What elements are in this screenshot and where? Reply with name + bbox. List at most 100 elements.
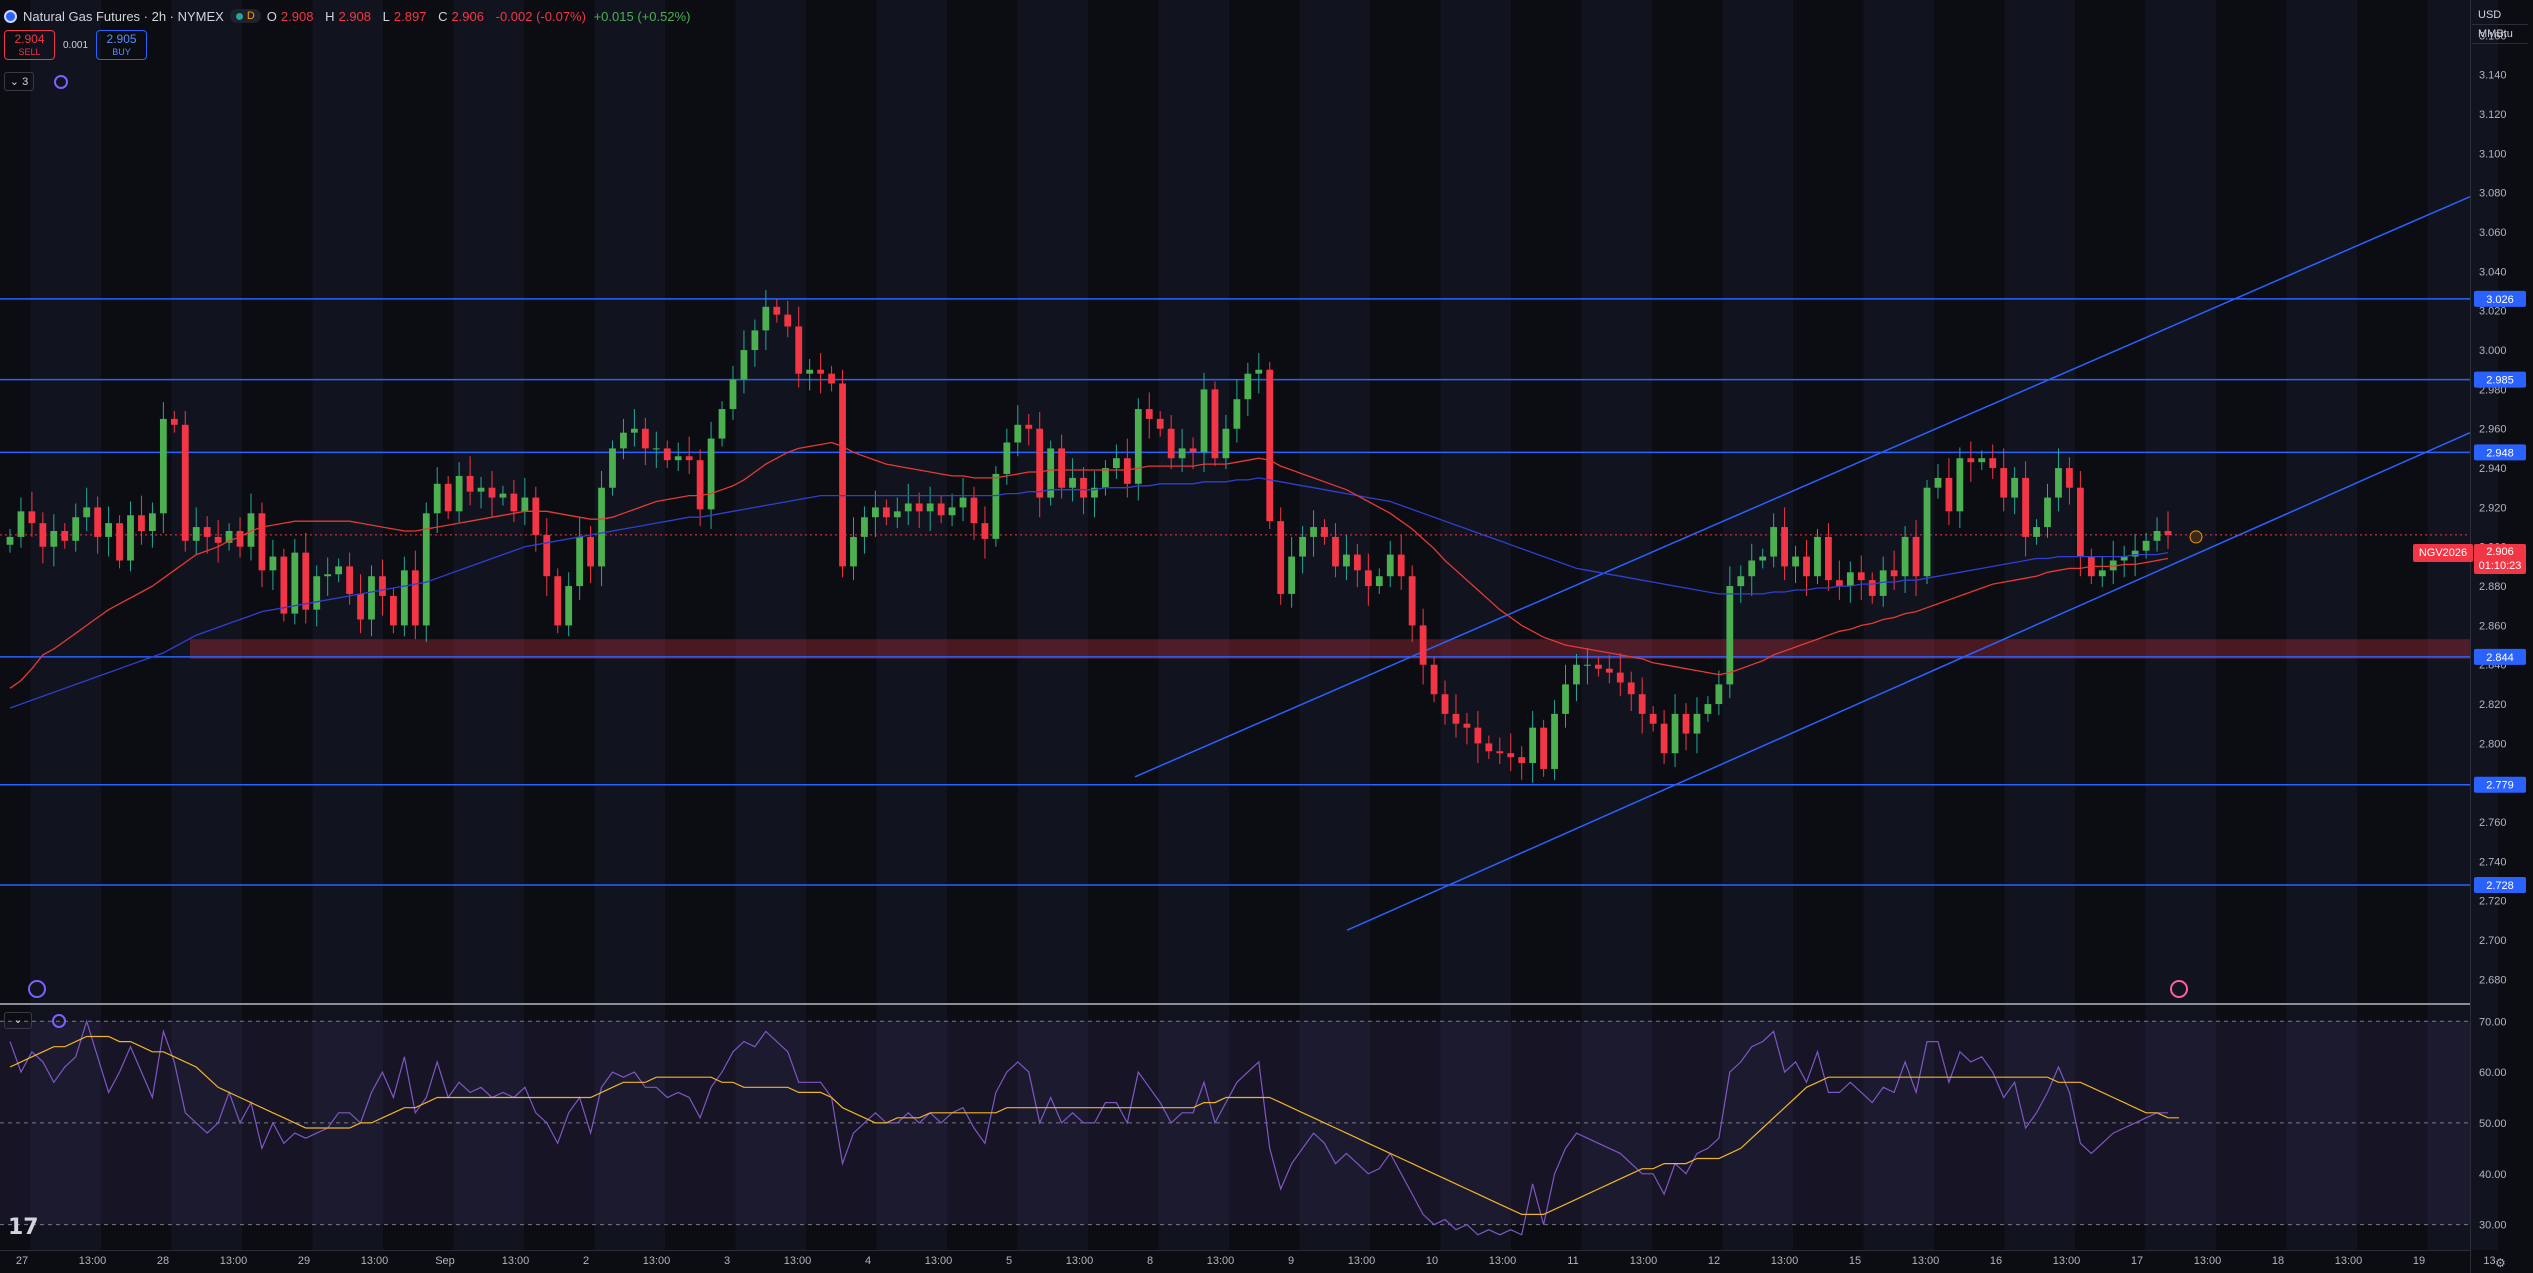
candle-body: [981, 523, 989, 539]
candle-body: [1332, 536, 1339, 567]
candle-body: [1025, 424, 1033, 429]
candle-body: [663, 448, 671, 461]
candle-body: [718, 409, 726, 439]
candle-body: [565, 586, 573, 626]
candle-body: [2153, 531, 2161, 541]
candle-body: [1792, 556, 1799, 567]
time-tick-label: 13:00: [1912, 1255, 1940, 1267]
legend-header: Natural Gas Futures · 2h · NYMEX D O 2.90…: [4, 6, 694, 26]
price-tick-label: 3.040: [2479, 266, 2507, 278]
candle-body: [1846, 572, 1854, 587]
candle-body: [1835, 580, 1843, 587]
change-since-value: +0.015 (+0.52%): [593, 8, 691, 24]
sell-label: SELL: [18, 47, 41, 57]
high-value: 2.908: [338, 8, 372, 24]
price-tick-label: 2.740: [2479, 856, 2507, 868]
current-price: 2.906: [2486, 546, 2514, 558]
candle-body: [1441, 694, 1449, 714]
candle-body: [620, 432, 627, 449]
candle-body: [1189, 448, 1197, 453]
candle-body: [1803, 556, 1810, 577]
time-axis-settings-icon[interactable]: ⚙: [2495, 1256, 2506, 1270]
candle-body: [1123, 458, 1131, 484]
candle-body: [1507, 753, 1515, 758]
low-value: 2.897: [393, 8, 427, 24]
price-tick-label: 3.060: [2479, 227, 2507, 239]
market-status-badge[interactable]: D: [229, 9, 261, 23]
tradingview-logo[interactable]: 17: [8, 1215, 39, 1240]
delay-label: D: [246, 10, 255, 22]
candle-body: [598, 487, 605, 567]
trend-channel-line: [1346, 431, 2471, 931]
candle-body: [433, 483, 441, 514]
rsi-settings-icon[interactable]: [52, 1014, 66, 1028]
candle-body: [543, 534, 551, 577]
buy-button[interactable]: 2.905 BUY: [96, 30, 148, 60]
candle-body: [817, 369, 825, 374]
level-price-tag: [2474, 877, 2526, 893]
candle-body: [1748, 560, 1756, 577]
time-tick-label: 19: [2413, 1255, 2425, 1267]
candle-body: [1770, 527, 1778, 557]
ohlc-values: O 2.908 H 2.908 L 2.897 C 2.906 -0.002 (-0.0…: [267, 9, 695, 24]
symbol-logo-icon: [4, 9, 17, 23]
candle-body: [379, 576, 386, 596]
axis-unit-selector[interactable]: USD MMBtu: [2472, 6, 2528, 44]
candle-body: [1737, 576, 1745, 587]
time-tick-label: 13:00: [361, 1255, 389, 1267]
candle-body: [1266, 369, 1274, 522]
price-tick-label: 2.720: [2479, 896, 2507, 908]
candle-body: [1594, 664, 1602, 669]
price-tick-label: 3.000: [2479, 345, 2507, 357]
candle-body: [138, 515, 145, 531]
session-stripe: [735, 0, 806, 1250]
candle-body: [83, 507, 91, 518]
time-tick-label: 2: [583, 1255, 589, 1267]
candle-body: [280, 556, 288, 614]
candle-body: [1781, 527, 1788, 567]
time-tick-label: 18: [2272, 1255, 2284, 1267]
candle-body: [1562, 684, 1569, 714]
candle-body: [1167, 428, 1175, 459]
symbol-title[interactable]: Natural Gas Futures · 2h · NYMEX: [23, 8, 224, 24]
support-zone: [190, 639, 2470, 659]
level-price-tag: [2474, 371, 2526, 388]
sync-icon[interactable]: [54, 75, 68, 89]
candle-body: [1211, 389, 1219, 459]
session-stripe: [2004, 0, 2075, 1250]
candle-body: [302, 552, 310, 610]
open-value: 2.908: [280, 8, 314, 24]
candle-body: [1627, 682, 1635, 695]
candle-body: [871, 507, 879, 518]
sell-button[interactable]: 2.904 SELL: [4, 30, 55, 60]
candle-body: [521, 497, 529, 512]
time-tick-label: 13: [2483, 1255, 2495, 1267]
candle-body: [324, 574, 332, 577]
candle-body: [1573, 664, 1580, 685]
time-tick-label: 13:00: [2194, 1255, 2222, 1267]
candle-body: [2000, 468, 2008, 498]
indicators-toggle-button[interactable]: ⌄ 3: [4, 72, 34, 91]
price-tick-label: 2.700: [2479, 935, 2507, 947]
candle-body: [1934, 477, 1942, 488]
alert-bolt-icon[interactable]: [2170, 980, 2188, 998]
candle-body: [313, 576, 321, 610]
candle-body: [390, 595, 397, 626]
time-tick-label: 13:00: [502, 1255, 530, 1267]
buy-label: BUY: [112, 47, 131, 57]
bar-countdown: 01:10:23: [2478, 560, 2522, 572]
candle-body: [773, 306, 781, 315]
unit-label[interactable]: MMBtu: [2472, 25, 2528, 44]
session-stripe: [2427, 0, 2498, 1250]
candle-body: [1343, 554, 1350, 567]
time-tick-label: 13:00: [2335, 1255, 2363, 1267]
rsi-collapse-button[interactable]: ⌄: [4, 1012, 32, 1029]
candle-body: [105, 523, 112, 537]
replay-icon[interactable]: [28, 980, 46, 998]
currency-label[interactable]: USD: [2472, 6, 2528, 25]
candle-body: [1386, 554, 1394, 577]
candle-body: [236, 531, 244, 547]
candle-body: [1912, 536, 1920, 577]
open-label: O: [266, 8, 277, 24]
